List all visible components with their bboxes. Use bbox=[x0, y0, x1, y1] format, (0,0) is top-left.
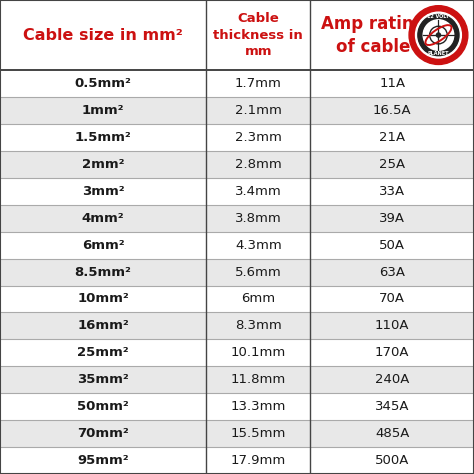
Text: 50mm²: 50mm² bbox=[77, 400, 129, 413]
Text: 3mm²: 3mm² bbox=[82, 185, 124, 198]
Text: 4.3mm: 4.3mm bbox=[235, 238, 282, 252]
Bar bbox=[0, 393, 474, 420]
Text: 8.5mm²: 8.5mm² bbox=[75, 265, 131, 279]
Text: 1mm²: 1mm² bbox=[82, 104, 124, 117]
Text: 25mm²: 25mm² bbox=[77, 346, 129, 359]
Bar bbox=[0, 447, 474, 474]
Bar bbox=[0, 339, 474, 366]
Bar bbox=[0, 232, 474, 259]
Text: 13.3mm: 13.3mm bbox=[231, 400, 286, 413]
Bar bbox=[0, 124, 474, 151]
Bar bbox=[0, 70, 474, 97]
Text: PLANET: PLANET bbox=[428, 51, 449, 56]
Text: 63A: 63A bbox=[379, 265, 405, 279]
Text: 485A: 485A bbox=[375, 427, 410, 440]
Text: 10.1mm: 10.1mm bbox=[231, 346, 286, 359]
Text: 1.5mm²: 1.5mm² bbox=[75, 131, 131, 144]
Text: 39A: 39A bbox=[379, 212, 405, 225]
Text: 35mm²: 35mm² bbox=[77, 373, 129, 386]
Text: 110A: 110A bbox=[375, 319, 410, 332]
Text: 16mm²: 16mm² bbox=[77, 319, 129, 332]
Circle shape bbox=[409, 6, 468, 64]
Text: 3.8mm: 3.8mm bbox=[235, 212, 282, 225]
Text: 0.5mm²: 0.5mm² bbox=[75, 77, 131, 90]
Text: 2.1mm: 2.1mm bbox=[235, 104, 282, 117]
Circle shape bbox=[416, 12, 461, 58]
Text: 25A: 25A bbox=[379, 158, 405, 171]
Text: Amp rating
of cable: Amp rating of cable bbox=[321, 15, 426, 55]
Bar bbox=[0, 205, 474, 232]
Circle shape bbox=[423, 20, 454, 50]
Text: 50A: 50A bbox=[379, 238, 405, 252]
Bar bbox=[0, 178, 474, 205]
Text: 2.3mm: 2.3mm bbox=[235, 131, 282, 144]
Text: 95mm²: 95mm² bbox=[77, 454, 129, 467]
Text: 3.4mm: 3.4mm bbox=[235, 185, 282, 198]
Text: 11.8mm: 11.8mm bbox=[231, 373, 286, 386]
Text: 33A: 33A bbox=[379, 185, 405, 198]
Text: 500A: 500A bbox=[375, 454, 410, 467]
Text: 4mm²: 4mm² bbox=[82, 212, 124, 225]
Text: 15.5mm: 15.5mm bbox=[231, 427, 286, 440]
Bar bbox=[0, 420, 474, 447]
Text: 70A: 70A bbox=[379, 292, 405, 306]
Bar bbox=[0, 366, 474, 393]
Text: 6mm²: 6mm² bbox=[82, 238, 124, 252]
Text: 10mm²: 10mm² bbox=[77, 292, 129, 306]
Text: Cable size in mm²: Cable size in mm² bbox=[23, 27, 183, 43]
Text: 1.7mm: 1.7mm bbox=[235, 77, 282, 90]
Text: 2mm²: 2mm² bbox=[82, 158, 124, 171]
Text: 8.3mm: 8.3mm bbox=[235, 319, 282, 332]
Bar bbox=[0, 97, 474, 124]
Text: 16.5A: 16.5A bbox=[373, 104, 411, 117]
Bar bbox=[0, 285, 474, 312]
Text: 170A: 170A bbox=[375, 346, 410, 359]
Bar bbox=[0, 312, 474, 339]
Text: 345A: 345A bbox=[375, 400, 410, 413]
Text: Cable
thickness in
mm: Cable thickness in mm bbox=[213, 12, 303, 58]
Text: 240A: 240A bbox=[375, 373, 410, 386]
Text: 21A: 21A bbox=[379, 131, 405, 144]
Text: 11A: 11A bbox=[379, 77, 405, 90]
Text: 6mm: 6mm bbox=[241, 292, 275, 306]
Bar bbox=[0, 151, 474, 178]
Text: 70mm²: 70mm² bbox=[77, 427, 129, 440]
Text: 12 VOLT: 12 VOLT bbox=[428, 14, 449, 19]
Circle shape bbox=[437, 33, 440, 37]
Bar bbox=[0, 259, 474, 285]
Circle shape bbox=[418, 15, 459, 55]
Text: 5.6mm: 5.6mm bbox=[235, 265, 282, 279]
Text: 17.9mm: 17.9mm bbox=[231, 454, 286, 467]
Text: 2.8mm: 2.8mm bbox=[235, 158, 282, 171]
